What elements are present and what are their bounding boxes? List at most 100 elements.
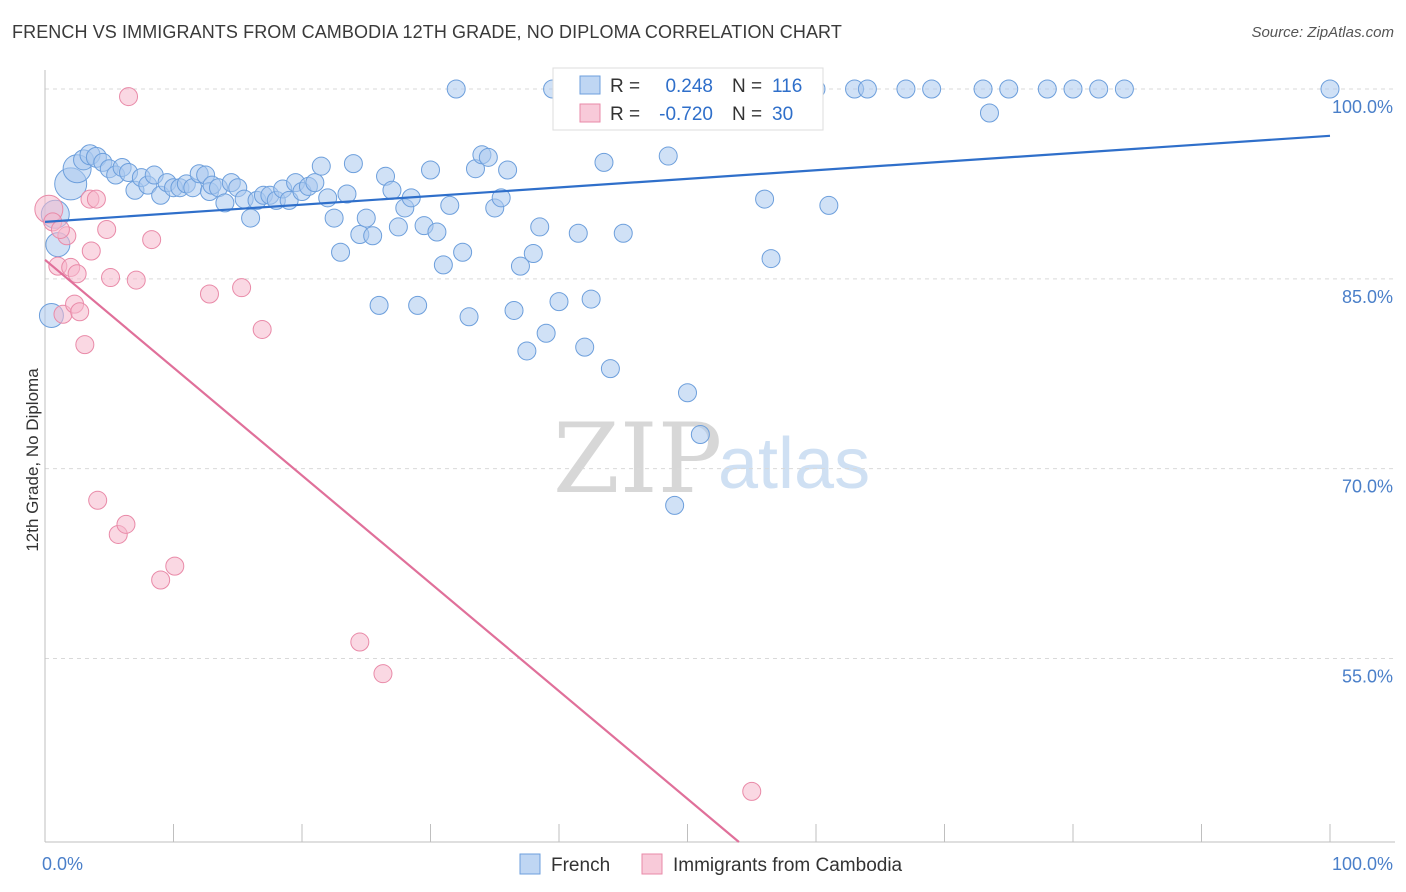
blue-point [979, 103, 999, 123]
pink-point [70, 302, 90, 322]
blue-point [331, 242, 351, 262]
pink-point [101, 268, 121, 288]
blue-point [530, 217, 550, 237]
blue-point [594, 152, 614, 172]
pink-point [126, 270, 146, 290]
blue-point [363, 226, 383, 246]
blue-point [446, 79, 466, 99]
blue-point [408, 295, 428, 315]
blue-point [549, 292, 569, 312]
blue-point [433, 255, 453, 275]
watermark: ZIP atlas [553, 403, 870, 515]
blue-point [575, 337, 595, 357]
blue-point [600, 359, 620, 379]
blue-point [999, 79, 1019, 99]
blue-point [504, 300, 524, 320]
watermark-zip: ZIP [553, 403, 722, 515]
blue-point [510, 256, 530, 276]
pink-point [252, 319, 272, 339]
blue-point [382, 180, 402, 200]
n-label: N = [732, 76, 762, 97]
y-axis-label: 12th Grade, No Diploma [23, 368, 42, 552]
blue-point [973, 79, 993, 99]
watermark-atlas: atlas [718, 424, 870, 504]
blue-point [581, 289, 601, 309]
blue-point [1089, 79, 1109, 99]
pink-point [742, 781, 762, 801]
pink-point [67, 264, 87, 284]
blue-point [523, 244, 543, 264]
trend-lines [44, 134, 1331, 843]
y-tick-label: 85.0% [1342, 287, 1393, 307]
blue-point [536, 323, 556, 343]
r-value: -0.720 [659, 104, 713, 125]
blue-legend-swatch [579, 75, 601, 95]
blue-point [215, 193, 235, 213]
stats-legend: R = 0.248 N = 116 R = -0.720 N = 30 [552, 67, 824, 131]
blue-point [440, 195, 460, 215]
blue-point [1114, 79, 1134, 99]
blue-point [665, 495, 685, 515]
blue-point [568, 223, 588, 243]
source-credit: Source: ZipAtlas.com [1251, 24, 1394, 41]
blue-point [896, 79, 916, 99]
blue-point [857, 79, 877, 99]
blue-point [819, 195, 839, 215]
blue-point [658, 146, 678, 166]
series-legend-label: French [551, 855, 610, 876]
blue-point [1037, 79, 1057, 99]
blue-point [343, 154, 363, 174]
pink-point [232, 278, 252, 298]
blue-point [922, 79, 942, 99]
series-legend-label: Immigrants from Cambodia [673, 855, 903, 876]
y-tick-labels: 100.0% 85.0% 70.0% 55.0% [1332, 97, 1393, 687]
gridlines [45, 88, 1395, 659]
blue-trend-line [44, 134, 1331, 223]
pink-point [75, 335, 95, 355]
blue-point [453, 242, 473, 262]
y-tick-label: 55.0% [1342, 666, 1393, 686]
y-tick-label: 70.0% [1342, 477, 1393, 497]
pink-legend-swatch [579, 103, 601, 123]
pink-point [50, 219, 70, 239]
pink-point [81, 241, 101, 261]
blue-point [517, 341, 537, 361]
blue-point [311, 156, 331, 176]
blue-point [356, 208, 376, 228]
pink-point [97, 219, 117, 239]
n-label: N = [732, 104, 762, 125]
pink-point [86, 189, 106, 209]
pink-point [88, 490, 108, 510]
blue-point [498, 160, 518, 180]
blue-point [761, 249, 781, 269]
blue-point [613, 223, 633, 243]
blue-point [459, 307, 479, 327]
blue-point [1063, 79, 1083, 99]
blue-point [324, 208, 344, 228]
pink-point [165, 556, 185, 576]
pink-point [151, 570, 171, 590]
pink-series-swatch [641, 853, 663, 875]
pink-trend-line [44, 258, 740, 843]
blue-point [337, 184, 357, 204]
blue-point [491, 188, 511, 208]
pink-point [373, 664, 393, 684]
pink-point [119, 87, 139, 107]
x-tick-label: 100.0% [1332, 854, 1393, 874]
blue-point [427, 222, 447, 242]
pink-point [142, 230, 162, 250]
series-legend: French Immigrants from Cambodia [519, 853, 903, 876]
blue-point [305, 173, 325, 193]
r-label: R = [610, 104, 640, 125]
blue-point [678, 383, 697, 403]
y-tick-label: 100.0% [1332, 97, 1393, 117]
blue-point [755, 189, 775, 209]
blue-point [421, 160, 440, 180]
r-label: R = [610, 76, 640, 97]
x-tick-labels: 0.0% 100.0% [42, 854, 1393, 874]
n-value: 30 [772, 104, 793, 125]
blue-point [1320, 79, 1340, 99]
pink-point [116, 514, 136, 534]
r-value: 0.248 [665, 76, 713, 97]
